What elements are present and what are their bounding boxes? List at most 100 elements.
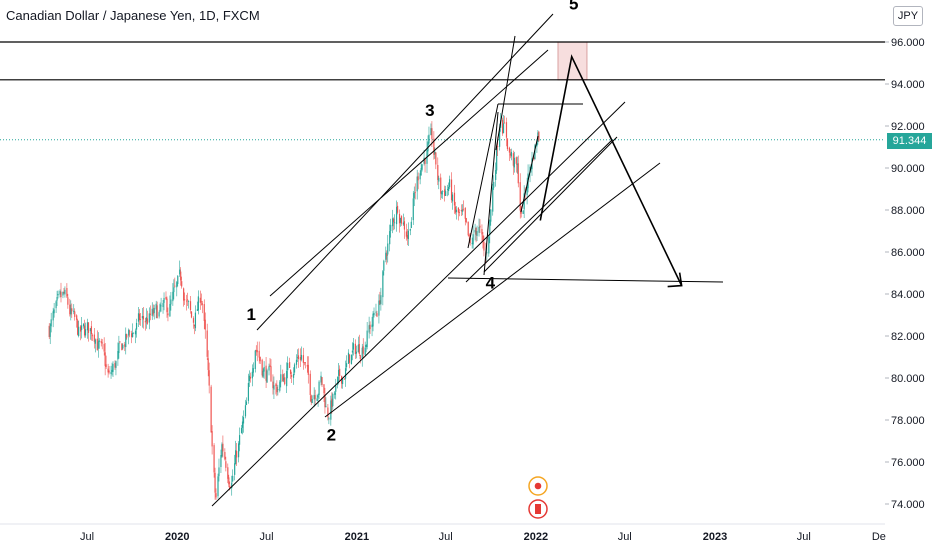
candle-body — [166, 298, 168, 313]
candle-body — [145, 317, 147, 322]
candle-body — [290, 369, 292, 375]
wave-labels: 1 2 3 4 5 — [247, 0, 579, 445]
candle-body — [133, 332, 135, 334]
candle-body — [352, 343, 355, 350]
candle-body — [350, 354, 353, 365]
candle-body — [77, 320, 79, 335]
candle-body — [361, 347, 363, 359]
y-tick-label: 86.000 — [891, 247, 925, 259]
x-tick-label: Jul — [80, 531, 94, 543]
candle-body — [345, 363, 348, 368]
candle-body — [235, 450, 237, 465]
candle-body — [479, 225, 481, 228]
candle-body — [475, 228, 477, 235]
candle-body — [469, 238, 471, 244]
candle-body — [273, 385, 275, 390]
candle-body — [307, 364, 309, 375]
candle-body — [424, 158, 426, 165]
candle-body — [495, 170, 497, 180]
candle-body — [229, 485, 231, 489]
candle-body — [496, 147, 498, 171]
candle-body — [450, 179, 453, 201]
candle-body — [172, 291, 174, 302]
candle-body — [538, 131, 540, 141]
candle-body — [73, 310, 75, 312]
candle-body — [536, 142, 538, 147]
candle-body — [94, 339, 96, 344]
candle-body — [512, 153, 514, 166]
candle-body — [376, 313, 378, 317]
y-tick-label: 78.000 — [891, 415, 925, 427]
candle-body — [433, 138, 435, 155]
candle-body — [91, 335, 93, 337]
candle-body — [372, 313, 374, 327]
candle-body — [163, 297, 165, 303]
candle-body — [297, 355, 300, 359]
candle-body — [276, 386, 278, 393]
candle-body — [324, 394, 326, 408]
price-axis[interactable]: 74.000 76.000 78.000 80.000 82.000 84.000 86.0… — [885, 37, 925, 511]
event-markers — [528, 476, 548, 519]
candle-body — [74, 311, 76, 317]
candle-body — [517, 163, 519, 184]
candle-body — [71, 308, 73, 312]
candle-body — [206, 330, 208, 357]
candle-body — [279, 381, 281, 391]
candle-body — [515, 157, 517, 164]
candle-body — [200, 301, 202, 303]
candle-body — [304, 362, 306, 364]
candle-body — [332, 393, 334, 407]
candle-body — [110, 372, 112, 374]
candle-body — [217, 476, 219, 497]
candle-body — [503, 122, 506, 124]
candle-body — [236, 451, 238, 458]
candle-body — [409, 228, 411, 231]
candle-body — [447, 186, 450, 192]
candle-body — [501, 119, 504, 134]
candle-body — [526, 186, 528, 196]
candle-body — [241, 421, 244, 428]
candle-body — [330, 400, 332, 420]
target-zone — [557, 41, 588, 81]
candle-body — [176, 282, 178, 288]
candle-body — [483, 241, 485, 251]
candle-body — [214, 472, 216, 493]
candle-body — [417, 176, 419, 181]
candle-body — [225, 461, 227, 468]
candle-body — [402, 222, 405, 225]
candle-body — [83, 325, 86, 336]
candle-body — [389, 231, 391, 245]
candle-body — [434, 151, 436, 155]
candle-body — [327, 407, 329, 418]
candle-body — [357, 344, 359, 353]
candle-body — [369, 324, 371, 330]
candle-body — [348, 354, 351, 363]
currency-badge[interactable]: JPY — [893, 6, 923, 26]
candle-body — [437, 164, 439, 181]
candle-body — [277, 389, 279, 391]
candle-body — [280, 374, 282, 383]
candle-body — [232, 475, 234, 482]
candle-body — [365, 345, 367, 347]
candle-body — [244, 405, 247, 417]
candle-body — [98, 340, 100, 342]
candle-body — [505, 122, 508, 138]
candle-body — [472, 234, 474, 245]
candle-body — [251, 371, 253, 379]
candle-body — [438, 177, 440, 182]
candle-body — [78, 326, 80, 336]
candle-body — [156, 305, 158, 319]
candle-body — [255, 349, 257, 351]
candle-body — [414, 192, 416, 194]
event-dot-icon — [534, 482, 542, 490]
candle-body — [497, 146, 499, 147]
candle-body — [458, 212, 460, 213]
time-axis[interactable]: Jul 2020 Jul 2021 Jul 2022 Jul 2023 Jul De — [0, 523, 886, 543]
trendline — [520, 135, 539, 213]
candle-body — [492, 187, 494, 212]
candle-body — [146, 318, 148, 324]
candle-body — [462, 208, 464, 210]
candle-body — [169, 304, 171, 317]
candle-body — [430, 128, 432, 136]
